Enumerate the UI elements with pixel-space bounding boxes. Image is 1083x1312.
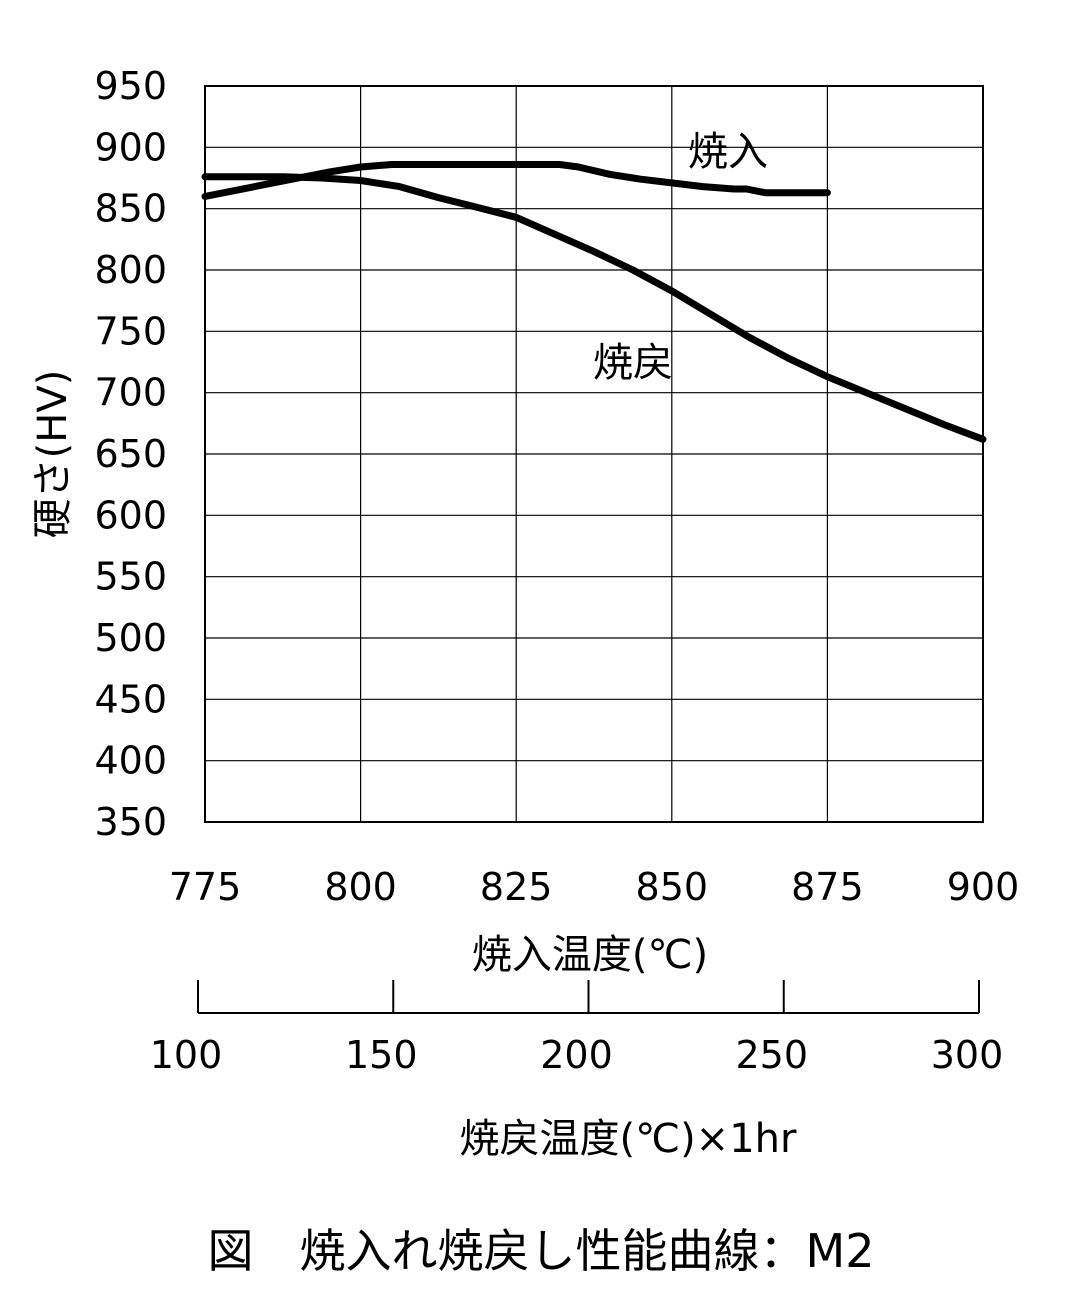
secondary-x-axis: 100 150 200 250 300 xyxy=(150,980,1004,1077)
figure-caption: 図 焼入れ焼戻し性能曲線：M2 xyxy=(208,1224,875,1278)
y-tick-label: 950 xyxy=(94,64,167,108)
y-tick-label: 700 xyxy=(94,371,167,415)
secondary-x-axis-title: 焼戻温度(℃)×1hr xyxy=(460,1116,797,1162)
y-tick-label: 400 xyxy=(94,739,167,783)
x-axis-ticks: 775 800 825 850 875 900 xyxy=(169,865,1020,909)
y-tick-label: 550 xyxy=(94,555,167,599)
x-tick-label: 875 xyxy=(791,865,864,909)
x-tick-label: 775 xyxy=(169,865,242,909)
y-tick-label: 450 xyxy=(94,677,167,721)
y-tick-label: 900 xyxy=(94,125,167,169)
plot-frame xyxy=(204,85,984,823)
y-axis-title: 硬さ(HV) xyxy=(30,370,76,539)
secondary-x-tick-label: 200 xyxy=(540,1033,613,1077)
y-tick-label: 850 xyxy=(94,187,167,231)
x-tick-label: 825 xyxy=(480,865,553,909)
series-label-2: 焼戻 xyxy=(593,340,673,386)
x-tick-label: 800 xyxy=(324,865,397,909)
series-label-1: 焼入 xyxy=(688,129,768,175)
series-line-2 xyxy=(201,173,987,443)
y-tick-label: 350 xyxy=(94,800,167,844)
y-tick-label: 500 xyxy=(94,616,167,660)
y-tick-label: 600 xyxy=(94,493,167,537)
series-line-1 xyxy=(201,161,831,200)
y-tick-label: 650 xyxy=(94,432,167,476)
secondary-x-tick-label: 250 xyxy=(735,1033,808,1077)
grid-lines xyxy=(204,85,984,823)
x-tick-label: 900 xyxy=(947,865,1020,909)
secondary-x-tick-label: 100 xyxy=(150,1033,223,1077)
secondary-x-tick-label: 150 xyxy=(345,1033,418,1077)
secondary-x-tick-label: 300 xyxy=(931,1033,1004,1077)
x-tick-label: 850 xyxy=(636,865,709,909)
y-tick-label: 750 xyxy=(94,309,167,353)
x-axis-title: 焼入温度(℃) xyxy=(472,932,708,978)
y-axis-ticks: 950 900 850 800 750 700 650 600 550 500 450 400 350 xyxy=(94,64,167,844)
y-tick-label: 800 xyxy=(94,248,167,292)
